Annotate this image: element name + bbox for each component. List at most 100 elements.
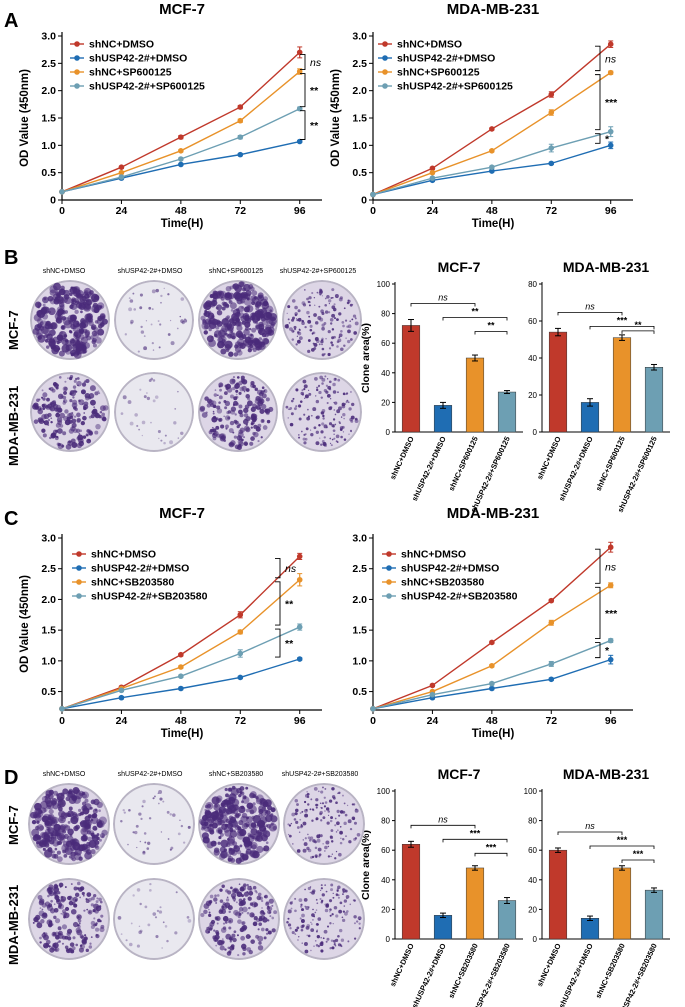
colony <box>319 289 323 294</box>
colony <box>263 895 266 898</box>
colony <box>346 897 348 900</box>
colony <box>42 303 46 307</box>
colony <box>51 853 57 859</box>
colony <box>310 949 312 952</box>
legend-marker <box>386 579 392 585</box>
colony <box>338 333 343 338</box>
significance-bracket <box>275 557 281 579</box>
colony <box>324 810 326 812</box>
colony <box>287 917 290 920</box>
colony <box>299 818 302 821</box>
significance-bracket <box>410 824 476 829</box>
colony <box>305 808 308 812</box>
colony <box>340 330 343 333</box>
colony-dish-image <box>113 878 195 960</box>
colony <box>77 384 79 387</box>
colony <box>296 335 298 337</box>
colony <box>331 343 334 347</box>
colony <box>351 816 356 821</box>
colony <box>346 399 349 402</box>
colony <box>216 917 219 921</box>
colony <box>254 339 260 345</box>
dish-row-label: MCF-7 <box>6 805 21 845</box>
colony <box>130 922 133 925</box>
colony <box>175 891 178 894</box>
dish-plate <box>282 280 362 360</box>
colony <box>82 391 85 394</box>
colony <box>208 913 212 917</box>
colony <box>38 398 41 401</box>
x-tick-label: 24 <box>427 205 439 217</box>
x-tick-label: 96 <box>605 205 617 217</box>
colony <box>329 398 332 400</box>
colony <box>61 444 65 448</box>
y-tick-label: 0.5 <box>41 167 56 179</box>
y-tick-label: 2.0 <box>352 594 367 606</box>
colony <box>56 885 59 887</box>
colony <box>337 378 341 382</box>
colony <box>101 835 104 838</box>
data-point <box>178 156 184 162</box>
colony <box>174 407 177 410</box>
colony <box>46 306 50 310</box>
colony <box>287 305 291 309</box>
colony <box>226 951 232 956</box>
colony <box>37 920 40 924</box>
colony <box>334 413 337 416</box>
colony <box>228 820 233 825</box>
colony <box>82 301 87 306</box>
colony <box>72 396 75 399</box>
dish-col-label: shNC+DMSO <box>42 268 86 275</box>
colony <box>245 786 249 790</box>
colony <box>229 940 232 943</box>
colony <box>75 943 79 947</box>
colony <box>235 389 239 393</box>
colony <box>67 440 73 446</box>
colony <box>58 288 64 294</box>
data-point <box>429 175 436 181</box>
colony <box>228 428 234 433</box>
colony <box>243 823 248 828</box>
colony <box>40 800 49 809</box>
colony <box>163 441 166 445</box>
y-tick-label: 2.0 <box>41 594 56 606</box>
y-tick-label: 100 <box>524 787 538 796</box>
colony <box>53 933 57 937</box>
colony <box>261 393 267 399</box>
colony <box>48 789 54 795</box>
significance-label: *** <box>470 828 481 838</box>
colony <box>297 317 302 322</box>
colony <box>344 911 348 916</box>
colony <box>88 415 92 419</box>
colony <box>304 397 306 400</box>
colony <box>251 835 255 840</box>
colony <box>232 386 236 391</box>
colony <box>93 798 100 806</box>
colony <box>262 917 268 923</box>
colony <box>339 841 343 845</box>
colony <box>334 857 337 860</box>
colony <box>73 903 78 908</box>
colony <box>214 894 217 898</box>
colony <box>59 424 64 428</box>
colony <box>83 909 86 912</box>
colony <box>311 913 315 917</box>
bar <box>548 331 568 433</box>
colony <box>41 296 49 304</box>
colony <box>93 903 100 910</box>
colony <box>321 377 326 382</box>
colony <box>261 899 264 903</box>
colony <box>298 417 302 421</box>
y-tick-label: 60 <box>381 339 390 348</box>
colony <box>258 922 263 926</box>
colony <box>70 286 74 290</box>
colony <box>227 836 236 844</box>
colony <box>328 347 332 350</box>
colony <box>72 936 76 940</box>
colony <box>241 920 246 925</box>
colony <box>333 433 335 436</box>
significance-label: *** <box>617 835 628 845</box>
colony <box>202 319 207 323</box>
colony <box>58 882 64 888</box>
y-tick-label: 1.0 <box>352 140 367 152</box>
